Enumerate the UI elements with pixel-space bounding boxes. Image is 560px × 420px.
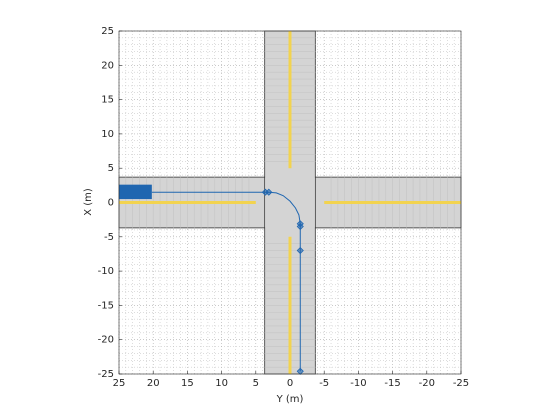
intersection bbox=[265, 177, 315, 228]
y-tick-label: 10 bbox=[101, 129, 114, 140]
x-tick-label: 15 bbox=[181, 378, 194, 389]
x-axis-label: Y (m) bbox=[276, 394, 304, 405]
vehicle bbox=[119, 184, 152, 200]
y-tick-label: 15 bbox=[101, 95, 114, 106]
x-tick-label: -20 bbox=[419, 378, 435, 389]
x-tick-label: -5 bbox=[319, 378, 329, 389]
x-tick-label: -25 bbox=[453, 378, 469, 389]
y-tick-label: 25 bbox=[101, 26, 114, 37]
y-tick-label: -20 bbox=[98, 335, 114, 346]
y-tick-label: 20 bbox=[101, 60, 114, 71]
waypoint bbox=[265, 188, 273, 196]
y-tick-label: 0 bbox=[108, 198, 114, 209]
y-axis-label: X (m) bbox=[83, 188, 94, 216]
y-tick-label: -5 bbox=[104, 232, 114, 243]
y-tick-label: 5 bbox=[108, 163, 114, 174]
waypoint bbox=[296, 246, 304, 255]
waypoint bbox=[296, 222, 304, 231]
y-tick-label: -10 bbox=[98, 266, 114, 277]
x-tick-label: 0 bbox=[287, 378, 293, 389]
y-tick-label: -25 bbox=[98, 369, 114, 380]
x-tick-label: 20 bbox=[147, 378, 160, 389]
x-tick-label: 5 bbox=[253, 378, 259, 389]
y-tick-label: -15 bbox=[98, 300, 114, 311]
x-tick-label: 10 bbox=[215, 378, 228, 389]
x-tick-label: -15 bbox=[384, 378, 400, 389]
x-tick-label: 25 bbox=[113, 378, 126, 389]
x-tick-label: -10 bbox=[350, 378, 366, 389]
axes-box bbox=[118, 30, 462, 375]
